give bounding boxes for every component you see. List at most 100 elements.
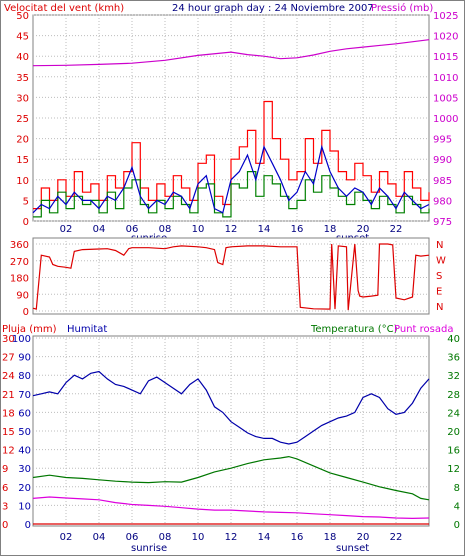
wind-ytick-label: 5 <box>23 196 29 207</box>
humidity-series <box>32 370 430 445</box>
humtemp-series <box>32 370 430 525</box>
temperature-ytick-label: 12 <box>447 464 460 475</box>
wind-xtick-label: 20 <box>357 224 370 235</box>
wind-x-axis: 02 04 06 08 10 12 14 16 18 20 22 <box>60 224 403 235</box>
direction-ytick-label: 360 <box>10 240 29 251</box>
rain-ytick-label: 3 <box>2 501 8 512</box>
temperature-right-axis: 0 4 8 12 16 20 24 28 32 36 40 <box>447 334 460 531</box>
humidity-ytick-label: 10 <box>18 501 31 512</box>
humtemp-sunset-label: sunset <box>336 543 369 554</box>
wind-ytick-label: 10 <box>16 176 29 187</box>
temperature-ytick-label: 0 <box>454 520 460 531</box>
wind-xtick-label: 06 <box>126 224 139 235</box>
compass-label: S <box>436 271 442 282</box>
direction-series <box>32 243 430 311</box>
humidity-ytick-label: 90 <box>18 353 31 364</box>
rain-ytick-label: 27 <box>2 353 15 364</box>
compass-label: N <box>436 302 443 313</box>
wind-xtick-label: 16 <box>291 224 304 235</box>
pressure-right-axis: 975 980 985 990 995 1000 1005 1010 1015 1020 1025 <box>433 11 458 228</box>
humtemp-xtick-label: 04 <box>93 532 106 543</box>
humidity-ytick-label: 70 <box>18 390 31 401</box>
humidity-ytick-label: 20 <box>18 483 31 494</box>
humtemp-xtick-label: 20 <box>357 532 370 543</box>
wind-left-axis: 0 5 10 15 20 25 30 35 40 45 50 <box>16 11 29 228</box>
humtemp-xtick-label: 08 <box>159 532 172 543</box>
humidity-ytick-label: 50 <box>18 427 31 438</box>
temperature-ytick-label: 4 <box>454 501 460 512</box>
humtemp-xtick-label: 12 <box>225 532 238 543</box>
rain-ytick-label: 15 <box>2 427 15 438</box>
humidity-ytick-label: 80 <box>18 371 31 382</box>
pressure-ytick-label: 995 <box>433 135 452 146</box>
pressure-ytick-label: 1020 <box>433 32 458 43</box>
compass-label: E <box>436 287 442 298</box>
wind-avg-blue-series <box>32 144 430 214</box>
pressure-ytick-label: 980 <box>433 196 452 207</box>
wind-series <box>32 39 430 218</box>
wind-avg-green-series <box>33 171 430 218</box>
wind-xtick-label: 12 <box>225 224 238 235</box>
humtemp-xtick-label: 06 <box>126 532 139 543</box>
temperature-series <box>32 455 430 501</box>
wind-ytick-label: 50 <box>16 11 29 22</box>
humidity-ytick-label: 30 <box>18 464 31 475</box>
pressure-ytick-label: 1025 <box>433 11 458 22</box>
temperature-ytick-label: 28 <box>447 390 460 401</box>
pressure-ytick-label: 1005 <box>433 93 458 104</box>
temperature-ytick-label: 24 <box>447 408 460 419</box>
humtemp-xtick-label: 18 <box>324 532 337 543</box>
humtemp-xtick-label: 10 <box>192 532 205 543</box>
wind-title: 24 hour graph day : 24 Noviembre 2007 <box>172 3 374 14</box>
rain-ytick-label: 30 <box>2 334 15 345</box>
temperature-label: Temperatura (°C) <box>310 324 398 335</box>
wind-xtick-label: 02 <box>60 224 73 235</box>
wind-ytick-label: 15 <box>16 155 29 166</box>
direction-ytick-label: 180 <box>10 274 29 285</box>
wind-ytick-label: 30 <box>16 93 29 104</box>
pressure-label: Pressió (mb) <box>371 2 433 14</box>
temperature-ytick-label: 16 <box>447 446 460 457</box>
wind-ytick-label: 35 <box>16 73 29 84</box>
temperature-ytick-label: 8 <box>454 483 460 494</box>
humidity-ytick-label: 100 <box>12 334 31 345</box>
rain-ytick-label: 0 <box>2 520 8 531</box>
rain-ytick-label: 9 <box>2 464 8 475</box>
rain-label: Pluja (mm) <box>2 324 57 335</box>
compass-label: W <box>436 256 446 267</box>
humidity-label: Humitat <box>67 324 107 335</box>
wind-ytick-label: 25 <box>16 114 29 125</box>
temperature-ytick-label: 40 <box>447 334 460 345</box>
direction-ytick-label: 90 <box>16 290 29 301</box>
direction-ytick-label: 0 <box>23 307 29 318</box>
humtemp-xtick-label: 22 <box>390 532 403 543</box>
temperature-ytick-label: 32 <box>447 371 460 382</box>
pressure-ytick-label: 1000 <box>433 114 458 125</box>
rain-ytick-label: 6 <box>2 483 8 494</box>
rain-ytick-label: 21 <box>2 390 15 401</box>
wind-ytick-label: 45 <box>16 32 29 43</box>
wind-ylabel: Velocitat del vent (kmh) <box>4 3 124 14</box>
pressure-series <box>32 39 430 67</box>
direction-gridlines <box>33 238 429 314</box>
pressure-ytick-label: 1015 <box>433 52 458 63</box>
humtemp-xtick-label: 16 <box>291 532 304 543</box>
wind-xtick-label: 14 <box>258 224 271 235</box>
wind-xtick-label: 22 <box>390 224 403 235</box>
wind-xtick-label: 18 <box>324 224 337 235</box>
humidity-ytick-label: 60 <box>18 408 31 419</box>
pressure-ytick-label: 1010 <box>433 73 458 84</box>
humtemp-sunrise-label: sunrise <box>131 543 167 554</box>
compass-label: N <box>436 240 443 251</box>
pressure-ytick-label: 975 <box>433 217 452 228</box>
humtemp-xtick-label: 14 <box>258 532 271 543</box>
rain-ytick-label: 18 <box>2 408 15 419</box>
wind-xtick-label: 08 <box>159 224 172 235</box>
humidity-ytick-label: 40 <box>18 446 31 457</box>
